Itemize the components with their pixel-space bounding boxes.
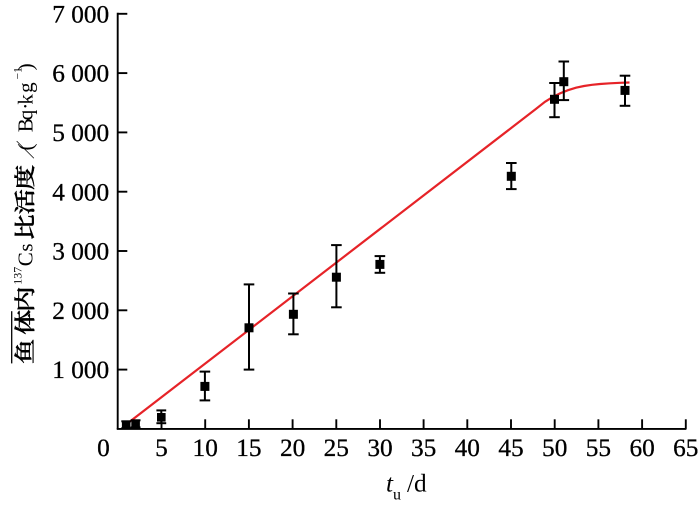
svg-text:t: t (386, 470, 394, 498)
svg-text:45: 45 (498, 434, 523, 462)
svg-text:6 000: 6 000 (52, 60, 109, 88)
svg-text:35: 35 (411, 434, 436, 462)
svg-text:2 000: 2 000 (52, 297, 109, 325)
svg-text:): ) (14, 63, 38, 70)
svg-text:40: 40 (455, 434, 480, 462)
svg-text:50: 50 (542, 434, 567, 462)
svg-text:10: 10 (193, 434, 218, 462)
svg-text:·: · (14, 103, 38, 110)
svg-text:1 000: 1 000 (52, 356, 109, 384)
svg-text:0: 0 (97, 434, 110, 462)
svg-text:−1: −1 (13, 67, 25, 79)
svg-text:60: 60 (629, 434, 654, 462)
svg-text:B: B (14, 118, 38, 132)
svg-text:(: ( (14, 143, 38, 150)
svg-text:q: q (14, 109, 38, 120)
svg-text:30: 30 (367, 434, 392, 462)
svg-text:3 000: 3 000 (52, 238, 109, 266)
svg-text:20: 20 (280, 434, 305, 462)
svg-text:Cs: Cs (14, 243, 38, 266)
svg-text:5 000: 5 000 (52, 119, 109, 147)
svg-text:4 000: 4 000 (52, 178, 109, 206)
svg-text:55: 55 (586, 434, 611, 462)
svg-text:25: 25 (324, 434, 349, 462)
svg-text:g: g (14, 82, 38, 93)
svg-text:137: 137 (10, 267, 24, 285)
svg-text:65: 65 (673, 434, 698, 462)
svg-text:/d: /d (407, 470, 427, 498)
svg-text:5: 5 (155, 434, 168, 462)
svg-text:k: k (14, 94, 38, 105)
svg-text:u: u (393, 487, 401, 504)
svg-text:7 000: 7 000 (52, 0, 109, 28)
svg-text:15: 15 (236, 434, 261, 462)
